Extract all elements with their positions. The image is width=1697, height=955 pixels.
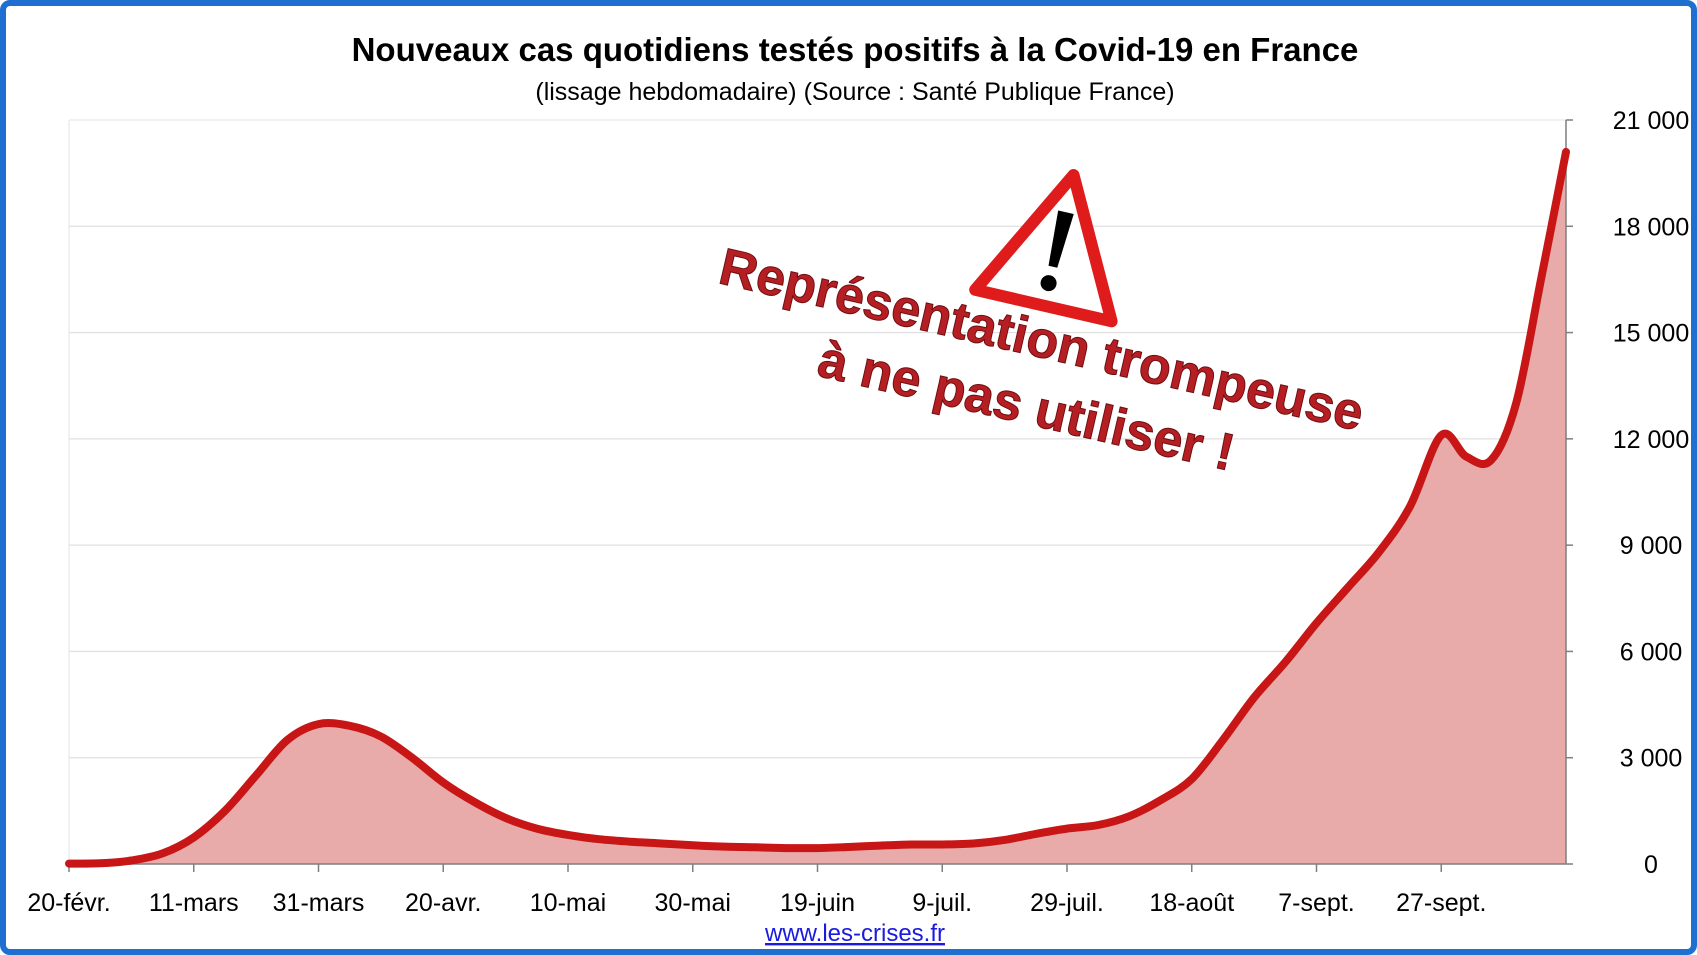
x-tick-label: 19-juin	[780, 889, 855, 917]
y-tick-labels: 0 3 000 6 000 9 000 12 000 15 000 18 000 21 000	[1613, 107, 1689, 879]
x-tick-label: 27-sept.	[1396, 889, 1486, 917]
y-tick-label: 0	[1644, 851, 1658, 879]
x-tick-label: 29-juil.	[1030, 889, 1104, 917]
x-tick-label: 20-févr.	[27, 889, 110, 917]
y-tick-label: 12 000	[1613, 426, 1689, 454]
y-tick-label: 18 000	[1613, 213, 1689, 241]
x-tick-label: 31-mars	[273, 889, 365, 917]
chart-svg: Nouveaux cas quotidiens testés positifs …	[27, 31, 1689, 947]
x-tick-label: 18-août	[1149, 889, 1234, 917]
x-tick-label: 20-avr.	[405, 889, 481, 917]
x-tick-label: 11-mars	[149, 889, 239, 917]
warning-icon	[969, 168, 1118, 328]
source-link-text[interactable]: www.les-crises.fr	[764, 920, 945, 947]
grid-lines	[68, 119, 1566, 864]
chart-subtitle: (lissage hebdomadaire) (Source : Santé P…	[535, 78, 1174, 106]
source-link[interactable]: www.les-crises.fr	[764, 920, 945, 947]
x-tick-label: 7-sept.	[1278, 889, 1354, 917]
axes	[68, 119, 1573, 872]
y-tick-label: 21 000	[1613, 107, 1689, 135]
y-tick-label: 3 000	[1620, 745, 1683, 773]
x-tick-labels: 20-févr. 11-mars 31-mars 20-avr. 10-mai 30-ma…	[27, 889, 1486, 917]
y-tick-label: 15 000	[1613, 320, 1689, 348]
y-tick-label: 9 000	[1620, 532, 1683, 560]
x-tick-label: 9-juil.	[912, 889, 972, 917]
series-line	[65, 147, 1570, 868]
x-tick-label: 10-mai	[530, 889, 606, 917]
chart-title: Nouveaux cas quotidiens testés positifs …	[352, 31, 1359, 68]
y-tick-label: 6 000	[1620, 638, 1683, 666]
series-area-fill	[69, 151, 1566, 864]
x-tick-label: 30-mai	[655, 889, 731, 917]
